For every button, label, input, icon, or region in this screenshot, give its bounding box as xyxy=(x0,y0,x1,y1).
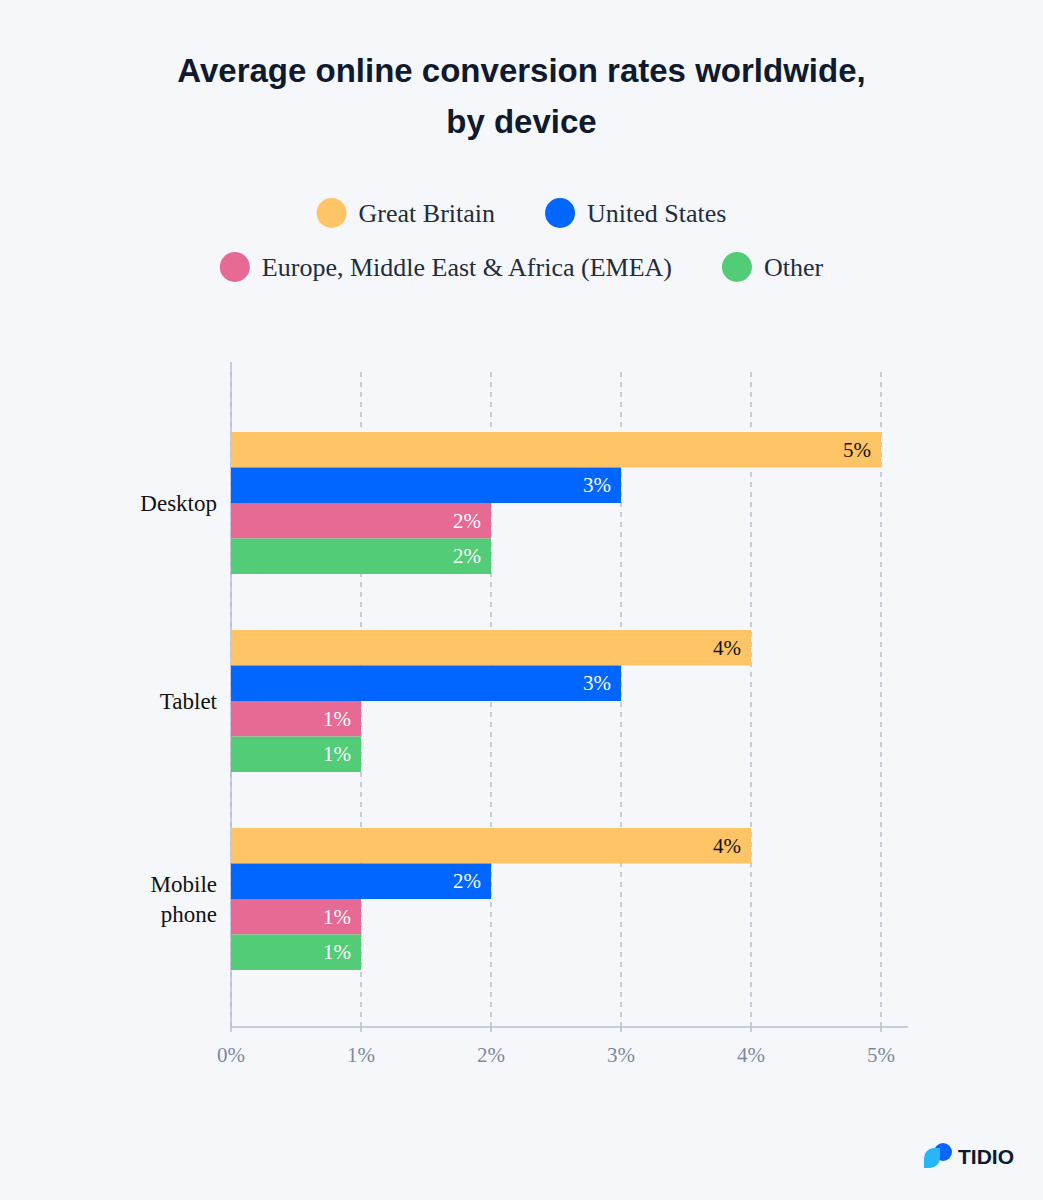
legend-label: Great Britain xyxy=(359,199,495,228)
bar xyxy=(231,828,751,864)
category-label: Mobile phone xyxy=(151,872,217,927)
bar xyxy=(231,630,751,666)
data-label: 1% xyxy=(323,905,351,929)
data-label: 1% xyxy=(323,707,351,731)
legend-item: Other xyxy=(722,252,824,282)
legend-item: United States xyxy=(545,198,726,228)
x-axis xyxy=(231,1026,908,1028)
data-labels: 5% 3% 2% 2% 4% 3% 1% 1% 4% 2% 1% 1% xyxy=(323,438,871,965)
title: Average online conversion rates worldwid… xyxy=(177,52,865,140)
legend-swatch xyxy=(722,252,752,282)
category-label: Tablet xyxy=(160,689,218,714)
legend-item: Great Britain xyxy=(317,198,495,228)
grid-line xyxy=(750,372,752,1027)
bar xyxy=(231,539,491,575)
data-label: 2% xyxy=(453,869,481,893)
tick-label: 5% xyxy=(867,1043,895,1067)
data-label: 1% xyxy=(323,940,351,964)
bars xyxy=(231,432,881,970)
bar xyxy=(231,864,491,900)
legend-item: Europe, Middle East & Africa (EMEA) xyxy=(220,252,672,282)
data-label: 2% xyxy=(453,544,481,568)
legend-swatch xyxy=(220,252,250,282)
category-labels: Desktop Tablet Mobile phone xyxy=(140,491,217,927)
tick-label: 4% xyxy=(737,1043,765,1067)
category-label-line: Tablet xyxy=(160,689,218,714)
data-label: 4% xyxy=(713,834,741,858)
data-label: 4% xyxy=(713,636,741,660)
category-label-line: Mobile xyxy=(151,872,217,897)
legend-swatch xyxy=(545,198,575,228)
legend: Great Britain United States Europe, Middle… xyxy=(220,198,824,282)
bar xyxy=(231,737,361,773)
legend-label: Europe, Middle East & Africa (EMEA) xyxy=(262,253,672,282)
tick-label: 3% xyxy=(607,1043,635,1067)
data-label: 2% xyxy=(453,509,481,533)
brand: TIDIO xyxy=(924,1143,1014,1168)
chart: Average online conversion rates worldwid… xyxy=(0,0,1043,1200)
bar xyxy=(231,432,881,468)
category-label-line: phone xyxy=(161,902,217,927)
data-label: 3% xyxy=(583,671,611,695)
tick-label: 1% xyxy=(347,1043,375,1067)
bar xyxy=(231,701,361,737)
bar xyxy=(231,468,621,504)
bar xyxy=(231,935,361,971)
category-label: Desktop xyxy=(140,491,217,516)
data-label: 3% xyxy=(583,473,611,497)
background xyxy=(0,0,1043,1200)
page: {"chart_data": { "type": "bar", "orienta… xyxy=(0,0,1043,1200)
grid xyxy=(231,372,881,1032)
tick-label: 0% xyxy=(217,1043,245,1067)
title-line: by device xyxy=(446,103,596,140)
category-label-line: Desktop xyxy=(140,491,217,516)
brand-text: TIDIO xyxy=(958,1145,1014,1168)
bar xyxy=(231,899,361,935)
title-line: Average online conversion rates worldwid… xyxy=(177,52,865,89)
legend-label: United States xyxy=(587,199,726,228)
grid-line xyxy=(880,372,882,1027)
bar xyxy=(231,666,621,702)
legend-label: Other xyxy=(764,253,824,282)
brand-icon xyxy=(924,1148,940,1168)
bar xyxy=(231,503,491,539)
data-label: 5% xyxy=(843,438,871,462)
data-label: 1% xyxy=(323,742,351,766)
legend-swatch xyxy=(317,198,347,228)
tick-label: 2% xyxy=(477,1043,505,1067)
